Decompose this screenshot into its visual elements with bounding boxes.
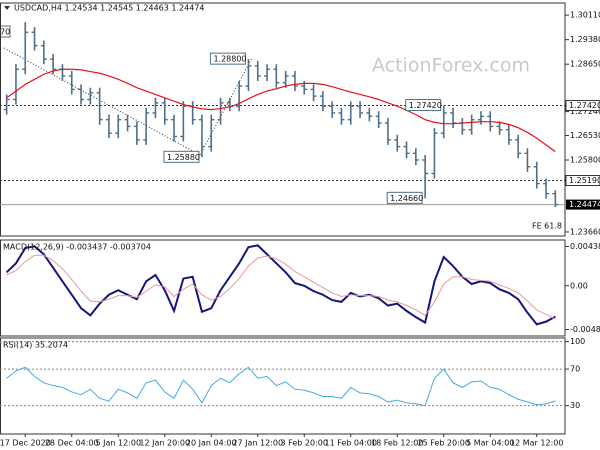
panel-frame: [0, 2, 566, 237]
annotation-box: [386, 191, 423, 204]
level-box: [565, 100, 600, 112]
x-tick-label: 18 Feb 12:00: [371, 439, 423, 448]
chart-title: USDCAD,H4 1.24534 1.24545 1.24463 1.2447…: [14, 4, 204, 13]
y-tick-label: 0.004383: [570, 242, 600, 251]
annotation-box: [163, 150, 200, 163]
x-tick-label: 12 Mar 12:00: [510, 439, 563, 448]
y-tick-label: 1.28650: [570, 60, 600, 69]
y-tick-label: 0.00: [570, 281, 588, 290]
indicator-line: [6, 254, 556, 320]
annotation-label: 1.27420: [409, 101, 442, 110]
annotation-label: 1.28800: [213, 55, 246, 64]
x-tick-label: 28 Dec 04:00: [45, 439, 99, 448]
panel-frame: [0, 239, 566, 337]
moving-average: [6, 68, 556, 153]
x-tick-label: 25 Feb 20:00: [418, 439, 470, 448]
current-box: [566, 199, 600, 210]
x-tick-label: 3 Feb 20:00: [281, 439, 328, 448]
annotation-box: [0, 25, 11, 38]
y-tick-label: 1.25800: [570, 156, 600, 165]
x-tick-label: 11 Feb 04:00: [325, 439, 377, 448]
annotation-label: 70: [0, 28, 10, 37]
y-tick-label: 30: [570, 401, 580, 410]
x-tick-label: 20 Jan 04:00: [186, 439, 237, 448]
x-tick-label: 17 Dec 2020: [0, 439, 51, 448]
y-tick-label: 1.30110: [570, 11, 600, 20]
panel-title: RSI(14) 35.2074: [3, 341, 68, 350]
watermark: ActionForex.com: [372, 55, 530, 77]
annotation-box: [405, 99, 442, 112]
level-label: 1.27420: [569, 101, 600, 110]
y-tick-label: 70: [570, 365, 580, 374]
panel-frame: [0, 337, 566, 435]
indicator-line: [5, 244, 556, 326]
y-tick-label: -0.004882: [570, 325, 600, 334]
panel-title: MACD(12,26,9) -0.003437 -0.003704: [3, 243, 151, 252]
y-tick-label: 1.26530: [570, 131, 600, 140]
y-tick-label: 1.23660: [570, 227, 600, 236]
indicator-line: [6, 366, 556, 407]
clipped-annotation: 70: [0, 25, 11, 38]
x-tick-label: 5 Jan 12:00: [95, 439, 141, 448]
level-box: [565, 175, 600, 187]
annotation-label: 1.25880: [167, 153, 200, 162]
annotation-box: [209, 52, 246, 65]
x-tick-label: 12 Jan 20:00: [139, 439, 190, 448]
current-label: 1.24474: [569, 200, 600, 209]
fe-note: FE 61.8: [532, 222, 562, 231]
symbol-marker: [4, 6, 10, 10]
y-tick-label: 1.27240: [570, 107, 600, 116]
y-tick-label: 1.29380: [570, 35, 600, 44]
annotation-label: 1.24660: [390, 194, 423, 203]
x-tick-label: 27 Jan 12:00: [232, 439, 283, 448]
trend-line: [3, 47, 201, 156]
level-label: 1.25190: [569, 176, 600, 185]
x-tick-label: 5 Mar 04:00: [466, 439, 514, 448]
trend-line: [199, 57, 253, 156]
y-tick-label: 100: [570, 337, 585, 346]
